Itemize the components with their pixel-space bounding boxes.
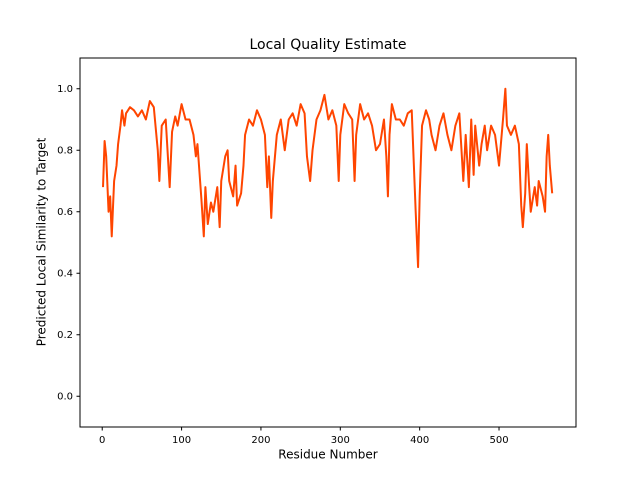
x-tick-label: 400 (410, 435, 429, 446)
data-line (102, 87, 554, 269)
y-tick-label: 0.0 (57, 391, 73, 402)
y-axis-label: Predicted Local Similarity to Target (35, 137, 49, 346)
y-tick-label: 0.2 (57, 330, 73, 341)
chart-title: Local Quality Estimate (249, 37, 406, 53)
x-tick-label: 500 (489, 435, 508, 446)
x-tick-label: 200 (251, 435, 270, 446)
y-tick-label: 0.8 (57, 145, 73, 156)
y-tick-label: 0.6 (57, 207, 73, 218)
x-tick-label: 0 (99, 435, 105, 446)
x-axis-label: Residue Number (278, 448, 377, 462)
x-tick-label: 300 (331, 435, 350, 446)
y-tick-label: 1.0 (57, 84, 73, 95)
y-tick-label: 0.4 (57, 268, 73, 279)
x-tick-label: 100 (172, 435, 191, 446)
plot-frame (79, 57, 577, 428)
